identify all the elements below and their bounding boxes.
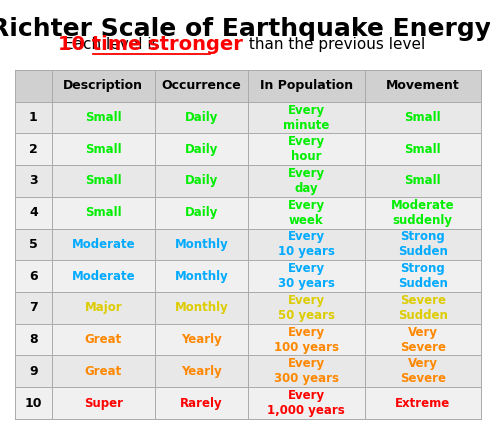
Text: 6: 6 [29, 270, 38, 283]
Text: Small: Small [405, 175, 441, 187]
Text: Daily: Daily [185, 143, 218, 156]
Text: Monthly: Monthly [174, 301, 228, 314]
Text: Rarely: Rarely [180, 396, 222, 410]
Text: Monthly: Monthly [174, 270, 228, 283]
Text: Description: Description [63, 79, 144, 92]
Text: Moderate
suddenly: Moderate suddenly [391, 199, 455, 227]
Text: 10: 10 [24, 396, 42, 410]
Text: Small: Small [85, 175, 122, 187]
Text: Moderate: Moderate [72, 270, 135, 283]
Bar [15, 355, 481, 387]
Text: 8: 8 [29, 333, 38, 346]
Text: Great: Great [85, 333, 122, 346]
Text: Small: Small [85, 143, 122, 156]
Text: Every
10 years: Every 10 years [278, 230, 335, 259]
Text: Extreme: Extreme [395, 396, 450, 410]
Text: Daily: Daily [185, 175, 218, 187]
Bar [15, 229, 481, 260]
Bar [15, 260, 481, 292]
Bar [15, 292, 481, 324]
Text: Every
50 years: Every 50 years [278, 294, 335, 322]
Text: 7: 7 [29, 301, 38, 314]
Text: 2: 2 [29, 143, 38, 156]
Text: Small: Small [85, 206, 122, 219]
Text: Daily: Daily [185, 111, 218, 124]
Text: Every
hour: Every hour [288, 135, 325, 163]
Text: Very
Severe: Very Severe [400, 357, 446, 385]
Text: Strong
Sudden: Strong Sudden [398, 230, 448, 259]
Text: 4: 4 [29, 206, 38, 219]
Text: Every
minute: Every minute [283, 103, 329, 131]
Bar [15, 102, 481, 134]
Bar [15, 134, 481, 165]
Text: Every
100 years: Every 100 years [274, 326, 339, 354]
Bar [15, 324, 481, 355]
Bar [15, 70, 481, 102]
Bar [15, 197, 481, 229]
Text: Every
day: Every day [288, 167, 325, 195]
Bar [15, 165, 481, 197]
Text: Moderate: Moderate [72, 238, 135, 251]
Text: than the previous level: than the previous level [244, 37, 425, 52]
Text: Yearly: Yearly [181, 365, 221, 378]
Text: Every
week: Every week [288, 199, 325, 227]
Text: Every
1,000 years: Every 1,000 years [268, 389, 345, 417]
Text: 3: 3 [29, 175, 38, 187]
Text: 5: 5 [29, 238, 38, 251]
Text: Movement: Movement [386, 79, 460, 92]
Text: Occurrence: Occurrence [161, 79, 241, 92]
Bar [15, 387, 481, 419]
Text: In Population: In Population [260, 79, 353, 92]
Text: Every
300 years: Every 300 years [274, 357, 339, 385]
Text: 9: 9 [29, 365, 38, 378]
Text: Small: Small [405, 111, 441, 124]
Text: Richter Scale of Earthquake Energy:: Richter Scale of Earthquake Energy: [0, 17, 490, 41]
Text: Each level is: Each level is [64, 37, 164, 52]
Text: 10 time stronger: 10 time stronger [58, 35, 244, 54]
Text: Every
30 years: Every 30 years [278, 262, 335, 290]
Text: Strong
Sudden: Strong Sudden [398, 262, 448, 290]
Text: Super: Super [84, 396, 123, 410]
Text: Small: Small [405, 143, 441, 156]
Text: Severe
Sudden: Severe Sudden [398, 294, 448, 322]
Text: 1: 1 [29, 111, 38, 124]
Text: Very
Severe: Very Severe [400, 326, 446, 354]
Text: Monthly: Monthly [174, 238, 228, 251]
Text: Major: Major [84, 301, 122, 314]
Text: Small: Small [85, 111, 122, 124]
Text: Yearly: Yearly [181, 333, 221, 346]
Text: Daily: Daily [185, 206, 218, 219]
Text: Great: Great [85, 365, 122, 378]
